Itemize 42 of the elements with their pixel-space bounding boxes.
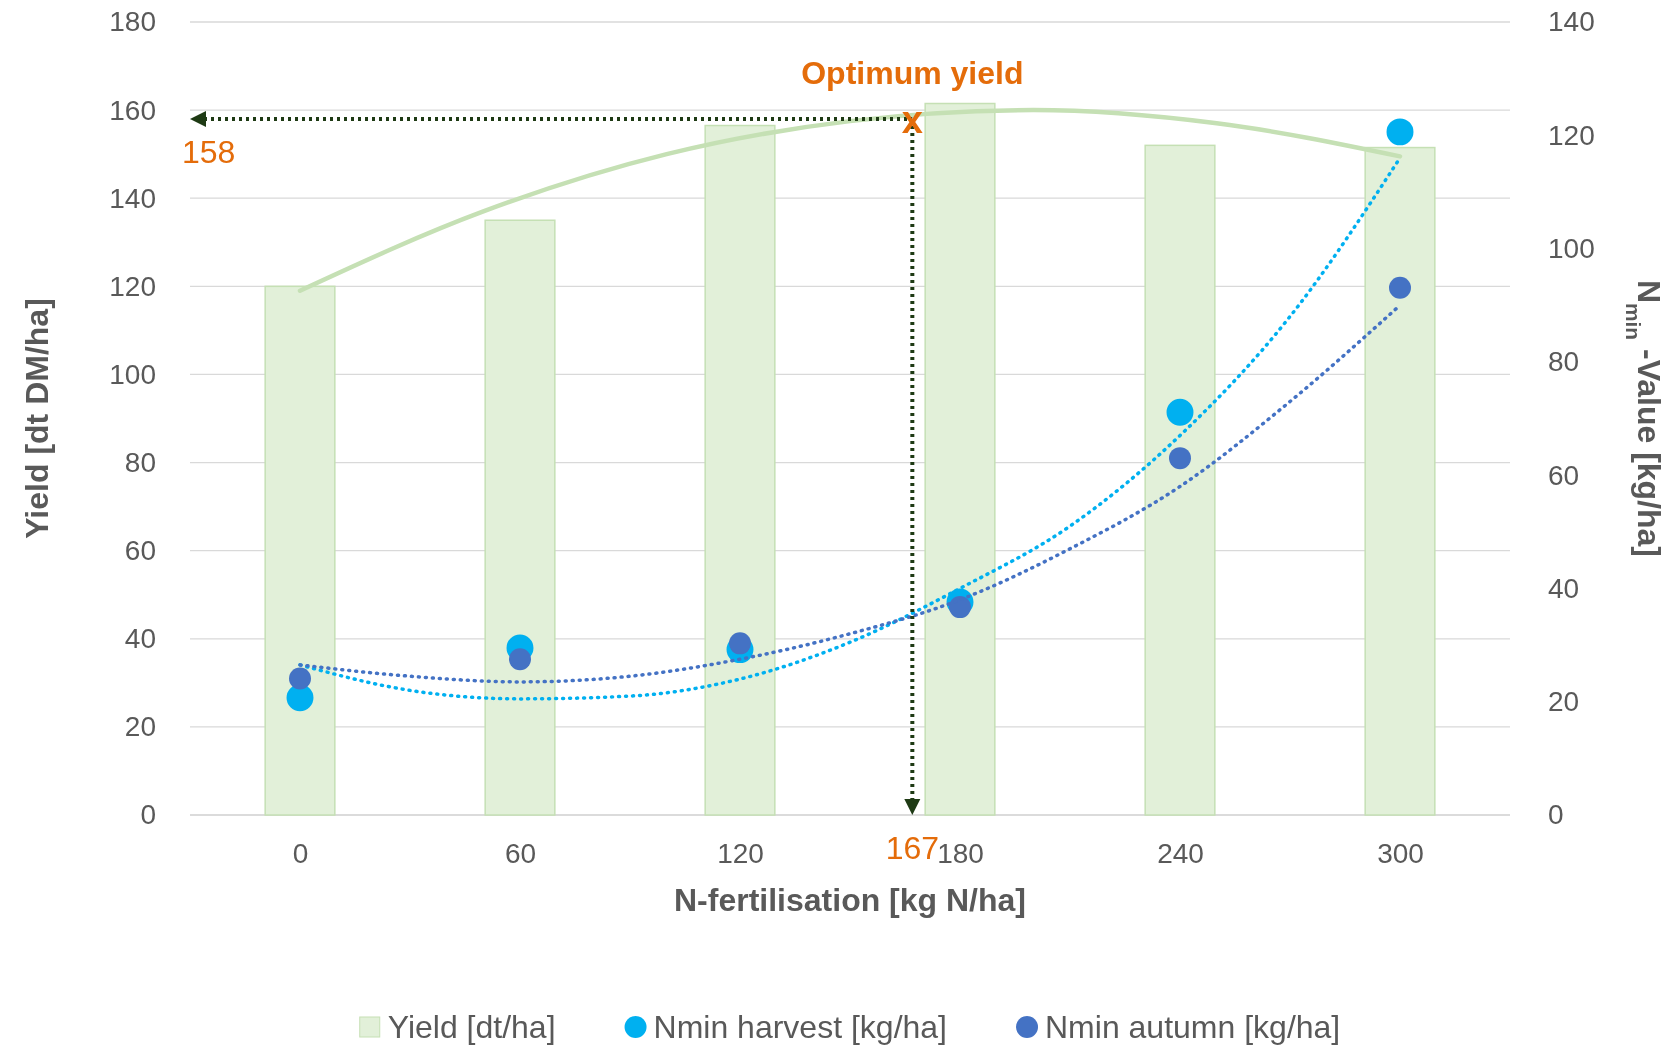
point: [289, 667, 311, 690]
bar: [484, 219, 556, 816]
y2-tick-label: 140: [1548, 6, 1595, 38]
y2-tick-label: 20: [1548, 686, 1580, 718]
bar: [1144, 144, 1216, 816]
x-tick-label: 120: [717, 837, 764, 869]
x-tick-label: 0: [292, 837, 309, 869]
y-tick-label: 120: [109, 270, 156, 302]
x-tick-label: 240: [1157, 837, 1204, 869]
x-tick-label: 180: [937, 837, 984, 869]
y2-tick-label: 120: [1548, 119, 1595, 151]
y-tick-label: 80: [124, 447, 156, 479]
y2-tick-label: 100: [1548, 233, 1595, 265]
point: [1389, 276, 1411, 299]
legend-label: Yield [dt/ha]: [387, 1009, 556, 1045]
y2-tick-label: 80: [1548, 346, 1580, 378]
legend-label: Nmin autumn [kg/ha]: [1045, 1009, 1341, 1045]
ref-line-label: 167: [885, 830, 940, 866]
y-tick-label: 140: [109, 182, 156, 214]
y2-tick-label: 60: [1548, 459, 1580, 491]
y-tick-label: 0: [140, 799, 156, 831]
point: [1169, 447, 1191, 470]
ref-line-label: 158: [182, 133, 236, 170]
y-tick-label: 180: [109, 6, 156, 38]
y-tick-label: 60: [124, 535, 156, 567]
y-tick-label: 20: [124, 711, 156, 743]
x-tick-label: 300: [1377, 837, 1424, 869]
point: [509, 648, 531, 671]
y-tick-label: 40: [124, 623, 156, 655]
y-tick-label: 160: [109, 94, 156, 126]
x-axis-title: N-fertilisation [kg N/ha]: [673, 882, 1027, 918]
point: [729, 632, 751, 655]
y-axis-title: Yield [dt DM/ha]: [19, 298, 55, 539]
y-tick-label: 100: [109, 358, 156, 390]
annotation: x: [901, 98, 923, 141]
y2-tick-label: 0: [1548, 799, 1564, 831]
y2-tick-label: 40: [1548, 572, 1580, 604]
annotation: Optimum yield: [801, 54, 1024, 91]
point: [1386, 118, 1414, 146]
legend-label: Nmin harvest [kg/ha]: [653, 1009, 948, 1045]
point: [1166, 398, 1194, 426]
x-tick-label: 60: [504, 837, 537, 869]
